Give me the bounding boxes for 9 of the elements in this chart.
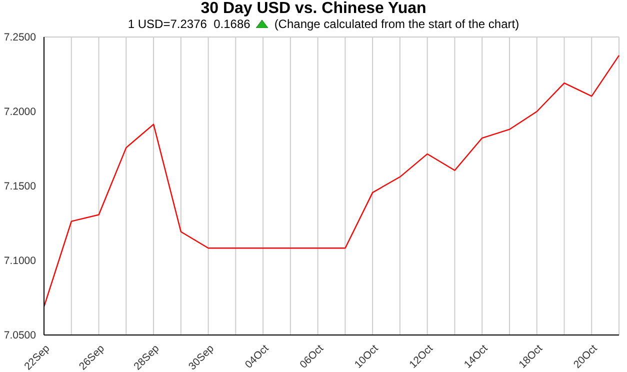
y-tick-label: 7.0500 [4,330,36,342]
y-tick-label: 7.2500 [4,32,36,44]
y-tick-label: 7.1000 [4,255,36,268]
chart-title: 30 Day USD vs. Chinese Yuan [200,0,428,17]
y-tick-label: 7.2000 [4,106,36,118]
line-series [43,54,620,308]
text: (Change calculated from the start of the chart) [274,17,520,31]
y-tick-label: 7.1500 [4,180,36,193]
chart-subtitle: 1 USD=7.2376 0.1686 [128,17,250,31]
